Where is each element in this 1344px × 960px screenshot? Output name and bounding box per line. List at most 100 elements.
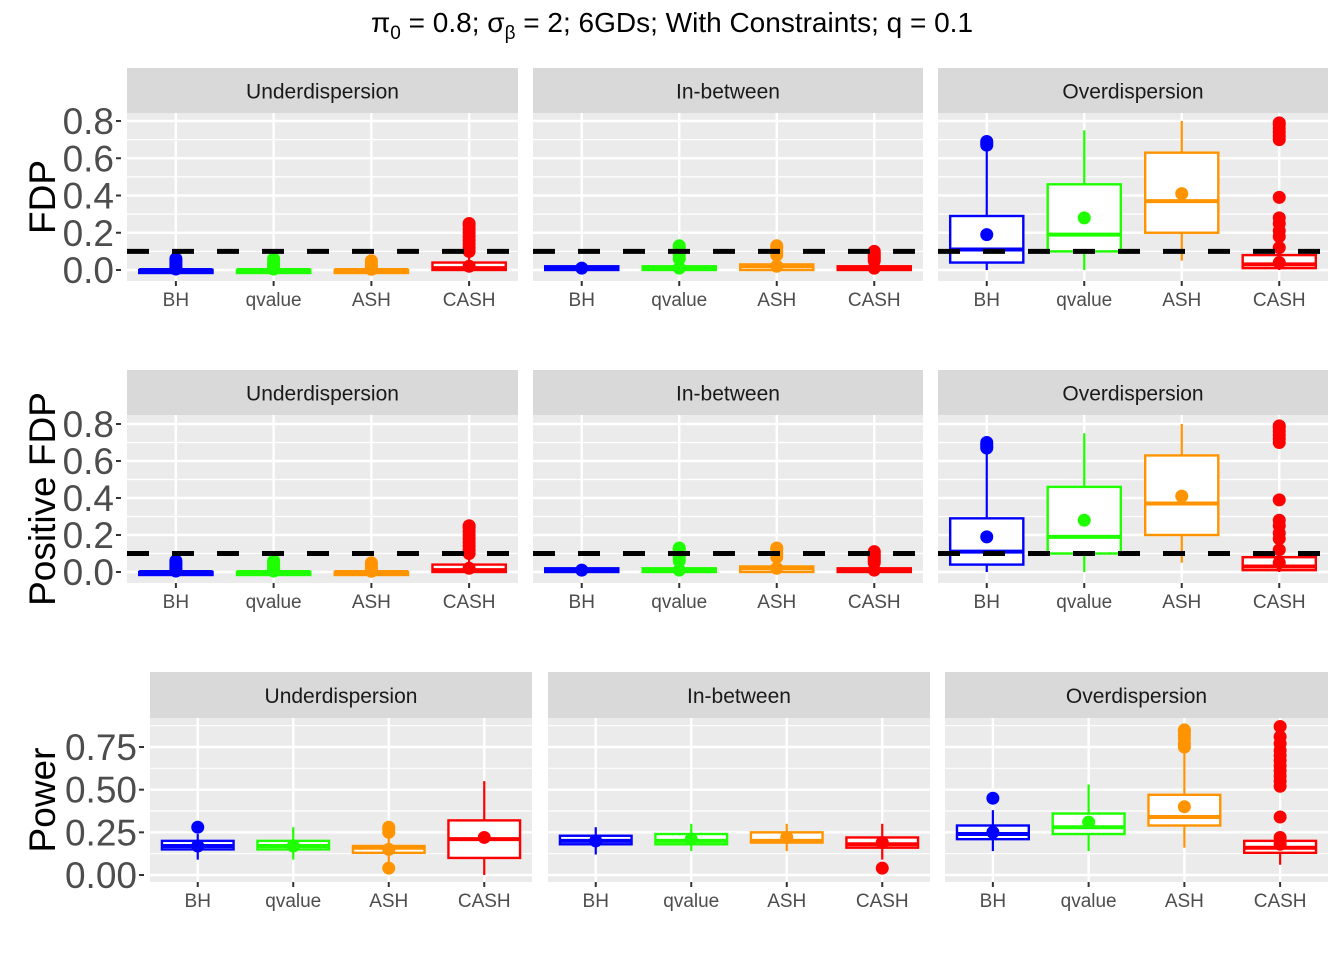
facet-strip: [533, 68, 923, 113]
panel-background: [945, 718, 1328, 882]
mean-point: [1273, 837, 1287, 851]
x-tick-label: ASH: [352, 290, 391, 311]
outlier-point: [1273, 720, 1287, 734]
boxplot-cash: [1241, 116, 1318, 270]
outlier-point: [867, 545, 881, 559]
y-axis-label: FDP: [22, 160, 63, 234]
panel-background: [533, 113, 923, 281]
x-tick-label: CASH: [856, 891, 909, 912]
y-tick-label: 0.50: [65, 770, 137, 811]
y-axis-label: Power: [22, 748, 63, 853]
outlier-point: [1273, 810, 1287, 824]
facet-strip: [533, 370, 923, 415]
boxplot-bh: [948, 436, 1025, 572]
chart-title: π0 = 0.8; σβ = 2; 6GDs; With Constraints…: [371, 7, 973, 44]
outlier-point: [462, 519, 476, 533]
facet-strip-label: Underdispersion: [246, 383, 399, 406]
boxplot-bh: [138, 554, 214, 578]
panel-background: [548, 718, 930, 882]
outlier-point: [267, 554, 281, 568]
facet-strip: [150, 672, 532, 718]
mean-point: [364, 262, 378, 276]
facet-strip: [127, 68, 518, 113]
outlier-point: [1272, 116, 1286, 130]
x-tick-label: CASH: [1253, 592, 1306, 613]
boxplot-qvalue: [256, 827, 331, 860]
outlier-point: [986, 791, 1000, 805]
outlier-point: [191, 820, 205, 834]
outlier-point: [1177, 723, 1191, 737]
mean-point: [286, 839, 300, 853]
mean-point: [1272, 556, 1286, 570]
boxplot-bh: [948, 134, 1025, 270]
outlier-point: [980, 436, 994, 449]
x-tick-label: BH: [569, 290, 595, 311]
y-tick-label: 0.4: [63, 478, 114, 519]
mean-point: [191, 839, 205, 853]
mean-point: [770, 259, 784, 273]
x-tick-label: CASH: [848, 290, 901, 311]
y-tick-label: 0.2: [63, 515, 114, 556]
boxplot-ash: [333, 254, 410, 276]
mean-point: [867, 261, 881, 275]
boxplot-bh: [558, 827, 633, 855]
mean-point: [1177, 800, 1191, 814]
boxplot-qvalue: [235, 252, 312, 276]
outlier-point: [169, 554, 183, 568]
mean-point: [867, 563, 881, 577]
x-tick-label: CASH: [443, 592, 496, 613]
facet-strip-label: In-between: [676, 383, 780, 406]
facet-strip-label: Underdispersion: [246, 81, 399, 104]
x-tick-label: qvalue: [1061, 891, 1117, 912]
x-tick-label: BH: [163, 290, 189, 311]
x-tick-label: BH: [185, 891, 211, 912]
mean-point: [267, 564, 281, 578]
y-tick-label: 0.2: [63, 213, 114, 254]
panel-overdispersion: Overdispersion BH qvalue ASH CASH: [938, 68, 1328, 311]
outlier-point: [1272, 419, 1286, 433]
x-tick-label: CASH: [1254, 891, 1307, 912]
panel-underdispersion: Underdispersion BH qvalue ASH CASH: [127, 68, 518, 311]
mean-point: [770, 561, 784, 575]
mean-point: [267, 262, 281, 276]
x-tick-label: ASH: [352, 592, 391, 613]
boxplot-ash: [1143, 121, 1220, 261]
facet-strip: [548, 672, 930, 718]
mean-point: [980, 530, 994, 544]
facet-strip: [127, 370, 518, 415]
facet-strip: [945, 672, 1328, 718]
box-iqr: [948, 214, 1025, 264]
mean-point: [980, 228, 994, 242]
x-tick-label: qvalue: [651, 592, 707, 613]
mean-point: [986, 825, 1000, 839]
boxplot-cash: [1241, 419, 1318, 572]
boxplot-cash: [845, 823, 920, 875]
facet-strip-label: Underdispersion: [265, 685, 418, 708]
y-axis-label: Positive FDP: [22, 392, 63, 606]
y-tick-label: 0.6: [63, 441, 114, 482]
boxplot-bh: [543, 563, 620, 577]
facet-strip: [938, 370, 1328, 415]
boxplot-qvalue: [1046, 433, 1123, 572]
x-tick-label: qvalue: [265, 891, 321, 912]
row-positive-fdp: Positive FDP 0.00.20.40.60.8 Underdispersi…: [22, 370, 1328, 613]
y-tick-label: 0.0: [63, 250, 114, 291]
outlier-point: [1272, 211, 1286, 225]
boxplot-cash: [431, 216, 507, 273]
panel-overdispersion: Overdispersion BH qvalue ASH CASH: [938, 370, 1328, 613]
mean-point: [462, 259, 476, 273]
outlier-point: [169, 252, 183, 266]
mean-point: [169, 262, 183, 276]
x-tick-label: CASH: [848, 592, 901, 613]
mean-point: [169, 564, 183, 578]
boxplot-ash: [1143, 424, 1220, 563]
boxplot-ash: [351, 820, 426, 875]
mean-point: [575, 261, 589, 275]
outlier-point: [1273, 730, 1287, 744]
boxplot-cash: [1243, 720, 1318, 865]
boxplot-cash: [836, 244, 913, 275]
y-tick-label: 0.25: [65, 812, 137, 853]
mean-point: [1272, 256, 1286, 270]
